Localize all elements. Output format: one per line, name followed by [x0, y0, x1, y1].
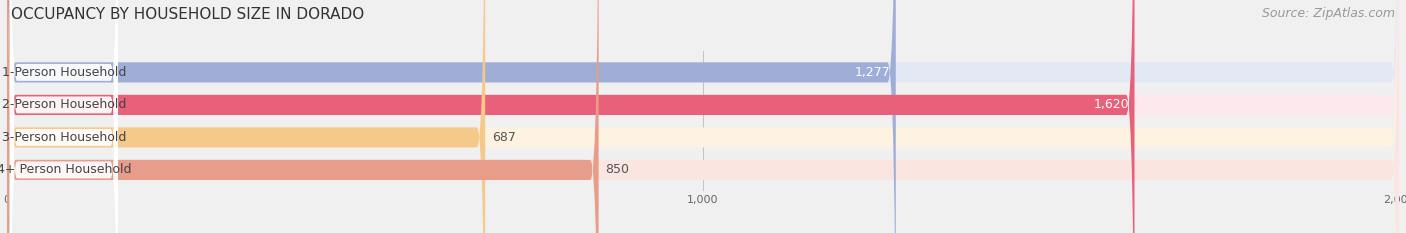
FancyBboxPatch shape: [10, 0, 118, 233]
FancyBboxPatch shape: [7, 0, 1399, 233]
FancyBboxPatch shape: [7, 0, 1399, 233]
Text: 850: 850: [606, 163, 630, 176]
FancyBboxPatch shape: [10, 0, 118, 233]
Text: 2-Person Household: 2-Person Household: [1, 98, 127, 111]
FancyBboxPatch shape: [10, 0, 118, 233]
FancyBboxPatch shape: [7, 0, 1399, 233]
Text: 1,277: 1,277: [855, 66, 890, 79]
Text: OCCUPANCY BY HOUSEHOLD SIZE IN DORADO: OCCUPANCY BY HOUSEHOLD SIZE IN DORADO: [11, 7, 364, 22]
Text: 687: 687: [492, 131, 516, 144]
Text: 1-Person Household: 1-Person Household: [1, 66, 127, 79]
FancyBboxPatch shape: [7, 0, 485, 233]
FancyBboxPatch shape: [7, 0, 599, 233]
FancyBboxPatch shape: [10, 0, 118, 233]
FancyBboxPatch shape: [7, 0, 1399, 233]
Text: 4+ Person Household: 4+ Person Household: [0, 163, 131, 176]
FancyBboxPatch shape: [7, 0, 896, 233]
Text: 3-Person Household: 3-Person Household: [1, 131, 127, 144]
Text: Source: ZipAtlas.com: Source: ZipAtlas.com: [1261, 7, 1395, 20]
FancyBboxPatch shape: [7, 0, 1135, 233]
Text: 1,620: 1,620: [1094, 98, 1129, 111]
